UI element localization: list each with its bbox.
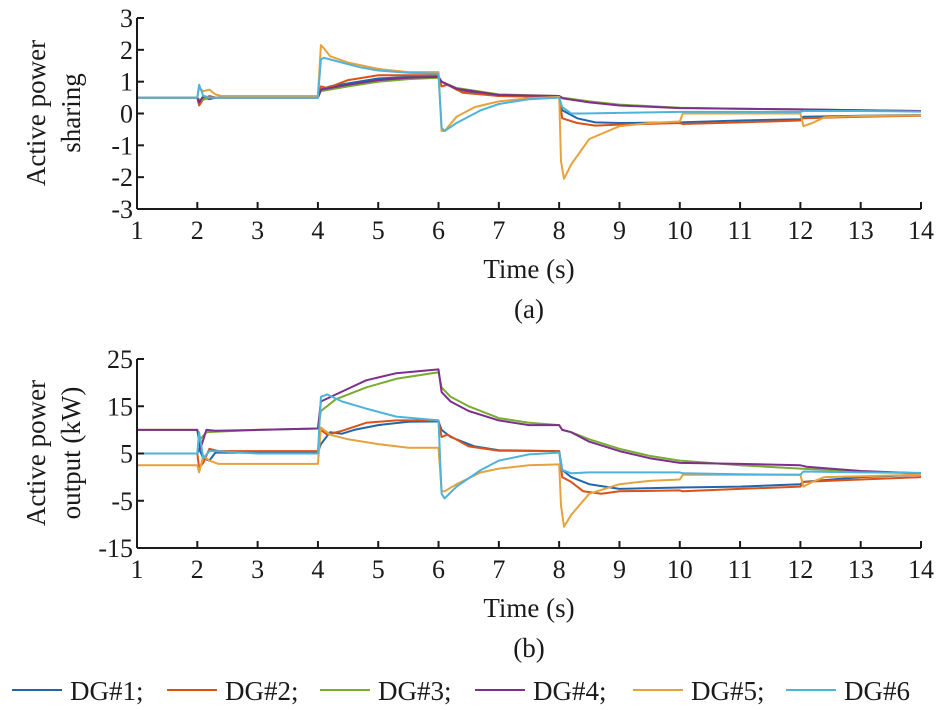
series-line-dg3 xyxy=(137,76,922,112)
x-tick-label: 6 xyxy=(432,555,445,584)
y-tick-label: 5 xyxy=(120,440,133,469)
x-tick-label: 12 xyxy=(787,216,813,245)
x-tick-label: 12 xyxy=(787,555,813,584)
series-line-dg6 xyxy=(137,56,922,132)
series-line-dg2 xyxy=(137,74,922,127)
x-tick-label: 2 xyxy=(191,555,204,584)
x-axis-title: Time (s) xyxy=(483,593,574,623)
y-tick-label: 2 xyxy=(120,36,133,65)
y-axis-title-line: output (kW) xyxy=(56,387,86,520)
y-tick-label: 25 xyxy=(107,345,133,374)
x-tick-label: 4 xyxy=(311,555,324,584)
y-tick-label: -2 xyxy=(111,163,133,192)
x-axis-title: Time (s) xyxy=(483,254,574,284)
legend-label: DG#2; xyxy=(225,676,299,706)
y-tick-label: -3 xyxy=(111,195,133,224)
x-tick-label: 10 xyxy=(667,555,693,584)
y-tick-label: -1 xyxy=(111,131,133,160)
y-axis-title-line: sharing xyxy=(56,73,86,152)
x-tick-label: 8 xyxy=(553,216,566,245)
x-tick-label: 11 xyxy=(728,555,753,584)
x-tick-label: 3 xyxy=(251,555,264,584)
y-tick-label: -5 xyxy=(111,487,133,516)
x-tick-label: 13 xyxy=(848,555,874,584)
series-line-dg5 xyxy=(137,426,922,528)
x-tick-label: 9 xyxy=(613,555,626,584)
y-axis-title-line: Active power xyxy=(21,40,51,186)
legend-label: DG#1; xyxy=(70,676,144,706)
x-tick-label: 5 xyxy=(372,555,385,584)
x-tick-label: 8 xyxy=(553,555,566,584)
legend-label: DG#5; xyxy=(691,676,765,706)
x-tick-label: 7 xyxy=(492,216,505,245)
panel-label: (b) xyxy=(513,633,544,663)
y-tick-label: 15 xyxy=(107,392,133,421)
x-tick-label: 1 xyxy=(131,216,144,245)
legend-label: DG#3; xyxy=(378,676,452,706)
panel-label: (a) xyxy=(514,294,544,324)
x-tick-label: 14 xyxy=(908,555,934,584)
y-tick-label: 0 xyxy=(120,100,133,129)
series-line-dg4 xyxy=(137,75,922,112)
x-tick-label: 13 xyxy=(848,216,874,245)
legend-label: DG#4; xyxy=(533,676,607,706)
series-line-dg5 xyxy=(137,44,922,180)
y-tick-label: -15 xyxy=(98,534,133,563)
series-line-dg4 xyxy=(137,368,922,475)
legend-label: DG#6 xyxy=(844,676,910,706)
x-tick-label: 5 xyxy=(372,216,385,245)
x-tick-label: 2 xyxy=(191,216,204,245)
x-tick-label: 10 xyxy=(667,216,693,245)
x-tick-label: 4 xyxy=(311,216,324,245)
x-tick-label: 1 xyxy=(131,555,144,584)
y-tick-label: 1 xyxy=(120,68,133,97)
x-tick-label: 6 xyxy=(432,216,445,245)
series-line-dg6 xyxy=(137,393,922,500)
x-tick-label: 14 xyxy=(908,216,934,245)
x-tick-label: 11 xyxy=(728,216,753,245)
y-tick-label: 3 xyxy=(120,4,133,33)
x-tick-label: 3 xyxy=(251,216,264,245)
y-axis-title-line: Active power xyxy=(21,380,51,526)
x-tick-label: 7 xyxy=(492,555,505,584)
series-line-dg3 xyxy=(137,371,922,475)
legend: DG#1; DG#2; DG#3; DG#4; DG#5; DG#6 xyxy=(12,676,910,706)
x-tick-label: 9 xyxy=(613,216,626,245)
